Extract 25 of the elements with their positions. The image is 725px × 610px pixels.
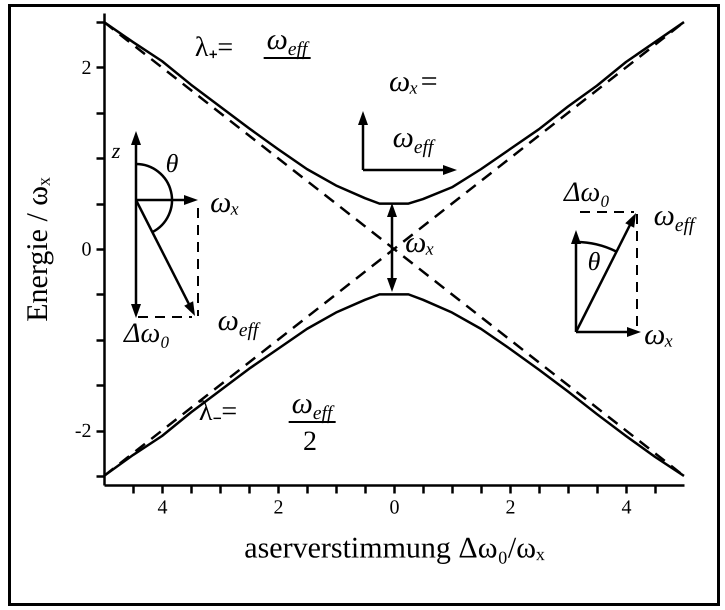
x-tick-label: 4: [158, 496, 168, 518]
y-tick-label: 2: [82, 56, 92, 79]
annotation: Δω₀: [564, 177, 610, 208]
annotation: ωₓ: [644, 318, 674, 351]
annotation: λ₊=: [194, 32, 234, 63]
y-tick-label: -2: [74, 420, 92, 442]
annotation: 2: [303, 426, 317, 457]
x-tick-label: 2: [274, 496, 284, 518]
annotation: z: [112, 138, 120, 163]
annotation: Δω₀: [124, 318, 170, 349]
annotation: ω$_{eff}$: [392, 121, 434, 158]
y-axis-title: Energie / ωₓ: [20, 176, 54, 322]
y-tick-label: 0: [82, 238, 92, 260]
annotation: ω$_{eff}$: [218, 304, 258, 341]
x-axis-title: aserverstimmung Δω₀/ωₓ: [244, 532, 545, 564]
annotation: ωₓ: [405, 226, 435, 259]
annotation: ωₓ=: [389, 65, 439, 98]
x-tick-label: 2: [506, 496, 516, 518]
annotation: λ₋=: [198, 396, 238, 427]
x-tick-label: 4: [622, 496, 632, 518]
annotation: θ: [588, 247, 600, 276]
annotation: ωₓ: [210, 186, 240, 219]
x-tick-label: 0: [390, 496, 400, 518]
annotation: ω$_{eff}$: [654, 199, 694, 236]
annotation: θ: [166, 149, 178, 178]
